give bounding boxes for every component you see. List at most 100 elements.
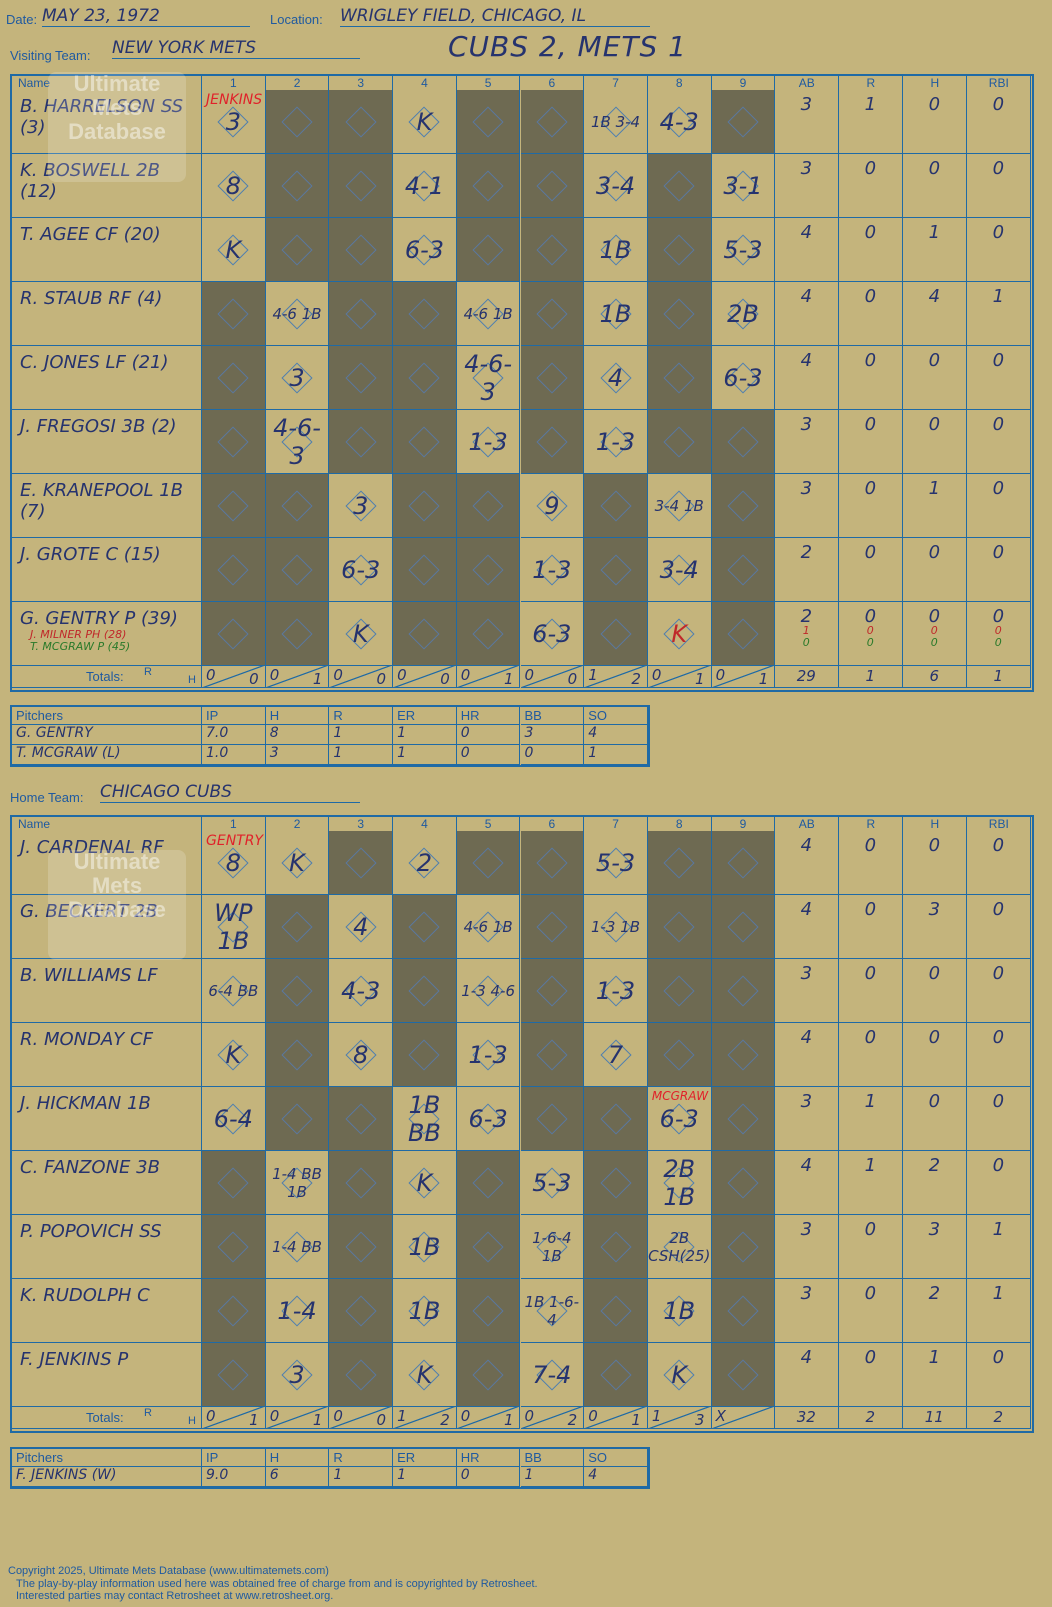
stat-h: 0 <box>928 158 941 179</box>
inning-cell: 1B 1-6-4 <box>520 1279 585 1343</box>
play-notation: 1-4 <box>277 1296 317 1325</box>
stat-h: 0 <box>928 542 941 563</box>
inning-cell: 5-3 <box>711 218 776 282</box>
play-notation: 4-3 <box>341 976 381 1005</box>
column-header: 1 <box>202 76 266 90</box>
base-diamond <box>217 1358 249 1391</box>
inning-hits: 1 <box>503 670 514 688</box>
column-header: 8 <box>648 76 712 90</box>
inning-cell <box>329 1215 394 1279</box>
play-notation: WP 1B <box>214 898 253 955</box>
inning-hits: 1 <box>503 1411 514 1429</box>
inning-hits: 2 <box>440 1411 450 1429</box>
inning-cell <box>329 1279 394 1343</box>
base-diamond <box>472 617 504 650</box>
player-name-cell: R. MONDAY CF <box>12 1023 202 1087</box>
column-header: RBI <box>967 817 1032 831</box>
base-diamond <box>536 910 568 943</box>
total-rbi: 1 <box>993 667 1004 685</box>
column-header: 9 <box>712 817 776 831</box>
inning-runs: 0 <box>397 666 407 684</box>
location-label: Location: <box>270 12 323 27</box>
inning-cell: 3-4 <box>647 538 712 602</box>
inning-cell <box>456 538 521 602</box>
inning-runs: 0 <box>524 1407 535 1425</box>
base-diamond <box>536 425 568 458</box>
base-diamond <box>536 1038 568 1071</box>
stat-rbi: 0 <box>992 478 1005 499</box>
stat-cell: 0 <box>903 154 968 218</box>
stat-cell: 3 <box>903 895 968 959</box>
stat-cell: 3 <box>775 959 840 1023</box>
base-diamond <box>217 1166 249 1199</box>
player-name-cell: J. FREGOSI 3B (2) <box>12 410 202 474</box>
base-diamond <box>663 846 695 879</box>
player-name-cell: K. RUDOLPH C <box>12 1279 202 1343</box>
inning-cell <box>584 1279 648 1343</box>
stat-cell: 1 <box>903 218 968 282</box>
inning-cell <box>329 154 394 218</box>
inning-cell: 7-4 <box>520 1343 585 1407</box>
column-header: 3 <box>329 817 394 831</box>
stat-h: 3 <box>928 899 941 920</box>
inning-cell <box>456 602 521 666</box>
stat-rbi: 0 <box>992 1027 1005 1048</box>
inning-cell <box>393 602 457 666</box>
substitute-stat: 0 <box>930 636 938 649</box>
base-diamond <box>217 1230 249 1263</box>
play-notation: 1B <box>663 1296 696 1325</box>
inning-cell <box>520 346 585 410</box>
pitcher-h: 8 <box>265 725 330 745</box>
player-name-cell: B. HARRELSON SS (3) <box>12 90 202 154</box>
stat-cell: 3 <box>775 90 840 154</box>
inning-cell: 4 <box>329 895 394 959</box>
inning-cell: 1-3 <box>456 410 521 474</box>
play-notation: 6-3 <box>723 363 763 392</box>
pitcher-column-header: BB <box>520 1449 585 1467</box>
inning-cell <box>202 538 266 602</box>
base-diamond <box>345 233 377 266</box>
base-diamond <box>345 1358 377 1391</box>
play-notation: 1B BB <box>407 1090 441 1147</box>
stat-ab: 4 <box>800 222 813 243</box>
inning-cell: K <box>647 602 712 666</box>
stat-cell: 4 <box>775 282 840 346</box>
stat-cell: 2 <box>903 1279 968 1343</box>
column-header: AB <box>775 76 840 90</box>
inning-cell: 9 <box>520 474 585 538</box>
base-diamond <box>345 361 377 394</box>
stat-h: 2 <box>928 1283 941 1304</box>
player-name-cell: C. JONES LF (21) <box>12 346 202 410</box>
stat-ab: 3 <box>800 478 813 499</box>
stat-ab: 3 <box>800 414 813 435</box>
base-diamond <box>727 1294 759 1327</box>
inning-cell: 6-3 <box>711 346 776 410</box>
play-notation: 1-3 <box>532 555 572 584</box>
inning-cell <box>202 1151 266 1215</box>
base-diamond <box>727 489 759 522</box>
stat-r: 1 <box>864 1091 877 1112</box>
play-notation: 4-6 1B <box>463 304 513 323</box>
column-header: 3 <box>329 76 394 90</box>
base-diamond <box>599 617 632 650</box>
base-diamond <box>472 169 504 202</box>
pitcher-column-header: IP <box>202 1449 266 1467</box>
inning-cell: 1B <box>584 282 648 346</box>
column-header: AB <box>775 817 840 831</box>
player-name: B. WILLIAMS LF <box>20 965 158 986</box>
column-header: R <box>839 76 904 90</box>
totals-label-cell: Totals: R H <box>12 666 202 688</box>
game-location: WRIGLEY FIELD, CHICAGO, IL <box>340 6 650 27</box>
inning-hits: 1 <box>695 670 705 688</box>
column-header: 4 <box>393 817 457 831</box>
inning-cell <box>202 1279 266 1343</box>
visitors-pitchers-table: Pitchers IP H R ER HR BB SO G. GENTRY 7.0 8 1 1 0 3 4 T.… <box>10 705 650 767</box>
player-name-cell: G. BECKERT 2B <box>12 895 202 959</box>
base-diamond <box>727 910 759 943</box>
column-header: 5 <box>457 76 521 90</box>
inning-hits: 0 <box>249 670 259 688</box>
inning-cell <box>202 346 266 410</box>
